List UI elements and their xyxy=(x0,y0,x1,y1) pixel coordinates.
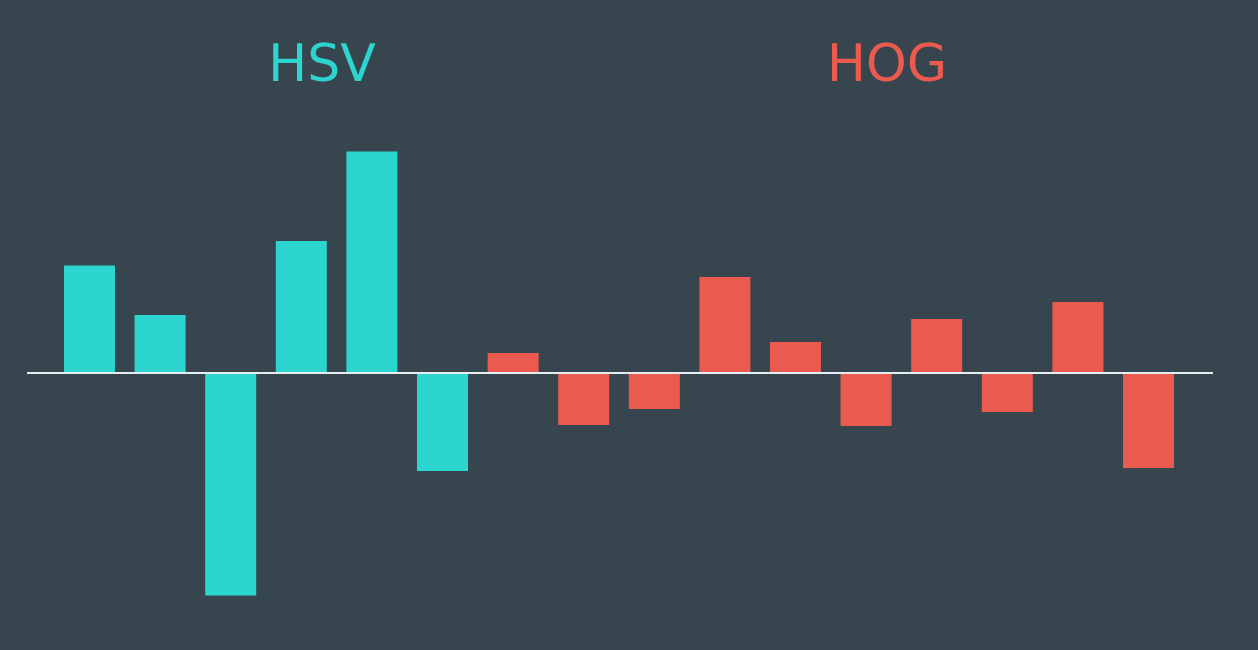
bar-hsv-1 xyxy=(64,265,115,373)
bar-hsv-4 xyxy=(275,241,327,373)
bar-hsv-5 xyxy=(346,151,398,373)
bar-hog-6 xyxy=(840,373,892,426)
bar-hog-7 xyxy=(911,319,963,373)
bar-hsv-6 xyxy=(417,373,468,471)
bar-hog-8 xyxy=(981,373,1033,412)
series-title-hsv: HSV xyxy=(268,34,376,94)
bar-hog-1 xyxy=(487,353,539,373)
bars-layer xyxy=(64,151,1174,596)
series-title-hog: HOG xyxy=(826,34,948,94)
bar-hog-2 xyxy=(558,373,610,425)
bar-hog-9 xyxy=(1052,302,1104,373)
bar-hog-3 xyxy=(628,373,680,409)
bar-hog-4 xyxy=(699,277,751,373)
bar-hsv-3 xyxy=(205,373,257,596)
bar-hsv-2 xyxy=(134,315,186,373)
bar-hog-10 xyxy=(1123,373,1174,468)
bar-hog-5 xyxy=(770,342,821,373)
